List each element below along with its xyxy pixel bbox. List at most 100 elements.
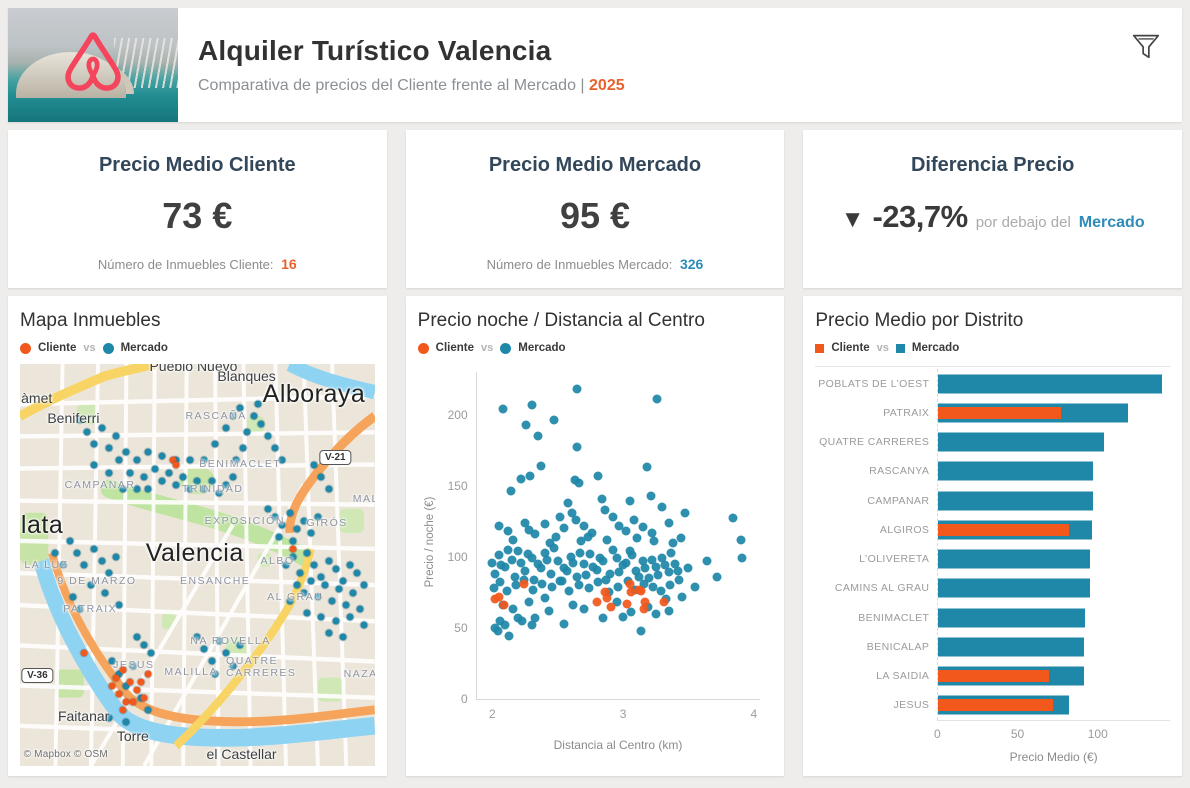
scatter-point-mercado[interactable] <box>629 515 639 525</box>
scatter-point-mercado[interactable] <box>665 580 675 590</box>
map-point-mercado[interactable] <box>208 657 215 665</box>
map-point-mercado[interactable] <box>349 589 357 597</box>
map-point-cliente[interactable] <box>115 690 123 698</box>
map-point-mercado[interactable] <box>90 461 98 468</box>
scatter-point-mercado[interactable] <box>527 620 537 630</box>
map-point-mercado[interactable] <box>254 400 262 408</box>
scatter-point-mercado[interactable] <box>584 583 594 593</box>
scatter-point-mercado[interactable] <box>517 616 527 626</box>
scatter-point-mercado[interactable] <box>557 576 567 586</box>
scatter-point-mercado[interactable] <box>587 528 597 538</box>
map-point-mercado[interactable] <box>236 404 244 412</box>
map-point-mercado[interactable] <box>264 432 272 440</box>
scatter-point-cliente[interactable] <box>592 597 602 607</box>
map-point-mercado[interactable] <box>73 549 81 557</box>
scatter-point-mercado[interactable] <box>574 478 584 488</box>
map-point-cliente[interactable] <box>144 670 152 678</box>
scatter-point-mercado[interactable] <box>639 579 649 589</box>
map-point-cliente[interactable] <box>122 698 130 706</box>
scatter-point-mercado[interactable] <box>638 556 648 566</box>
scatter-point-mercado[interactable] <box>490 569 500 579</box>
scatter-point-cliente[interactable] <box>499 600 509 610</box>
scatter-point-mercado[interactable] <box>508 535 518 545</box>
map-point-mercado[interactable] <box>98 557 106 565</box>
map-point-mercado[interactable] <box>105 444 113 452</box>
scatter-point-mercado[interactable] <box>632 533 642 543</box>
map-point-mercado[interactable] <box>286 509 294 517</box>
map-point-mercado[interactable] <box>222 649 230 657</box>
map-point-mercado[interactable] <box>310 461 318 468</box>
scatter-point-mercado[interactable] <box>563 498 573 508</box>
bar-cliente[interactable] <box>938 699 1054 712</box>
scatter-point-mercado[interactable] <box>674 575 684 585</box>
scatter-point-mercado[interactable] <box>653 570 663 580</box>
map-point-mercado[interactable] <box>193 633 201 641</box>
scatter-point-mercado[interactable] <box>644 573 654 583</box>
scatter-point-mercado[interactable] <box>668 538 678 548</box>
scatter-point-mercado[interactable] <box>516 558 526 567</box>
bar-cliente[interactable] <box>938 523 1070 536</box>
map-point-mercado[interactable] <box>165 469 173 477</box>
scatter-point-mercado[interactable] <box>524 525 534 535</box>
map-point-mercado[interactable] <box>133 633 141 641</box>
scatter-point-mercado[interactable] <box>640 563 650 573</box>
scatter-point-mercado[interactable] <box>536 461 546 471</box>
scatter-point-mercado[interactable] <box>601 575 611 585</box>
scatter-point-mercado[interactable] <box>638 522 648 532</box>
scatter-point-mercado[interactable] <box>521 420 531 430</box>
map-point-mercado[interactable] <box>303 549 311 557</box>
scatter-point-mercado[interactable] <box>608 512 618 522</box>
scatter-point-mercado[interactable] <box>572 442 582 452</box>
scatter-point-mercado[interactable] <box>503 526 513 536</box>
map-point-mercado[interactable] <box>122 682 130 690</box>
scatter-point-mercado[interactable] <box>547 582 557 592</box>
scatter-point-mercado[interactable] <box>597 494 607 504</box>
map-point-mercado[interactable] <box>90 440 98 448</box>
map-point-mercado[interactable] <box>98 424 106 432</box>
scatter-point-mercado[interactable] <box>523 549 533 559</box>
scatter-point-mercado[interactable] <box>495 577 505 587</box>
map-point-mercado[interactable] <box>335 585 343 593</box>
scatter-point-mercado[interactable] <box>579 604 589 614</box>
scatter-point-mercado[interactable] <box>673 566 683 576</box>
map-point-mercado[interactable] <box>317 573 325 581</box>
map-point-mercado[interactable] <box>193 477 201 485</box>
map-point-mercado[interactable] <box>215 489 223 497</box>
scatter-point-mercado[interactable] <box>614 521 624 531</box>
map-point-mercado[interactable] <box>211 440 219 448</box>
scatter-point-mercado[interactable] <box>572 572 582 582</box>
map-point-mercado[interactable] <box>239 444 247 452</box>
map-point-mercado[interactable] <box>307 529 315 537</box>
scatter-point-mercado[interactable] <box>579 521 589 531</box>
map-point-mercado[interactable] <box>346 561 354 569</box>
bar-mercado[interactable] <box>938 461 1094 481</box>
map-point-mercado[interactable] <box>300 517 308 525</box>
scatter-point-mercado[interactable] <box>634 572 644 582</box>
map-point-mercado[interactable] <box>133 456 141 464</box>
map-point-mercado[interactable] <box>126 469 134 477</box>
map-point-mercado[interactable] <box>87 581 95 589</box>
map-point-mercado[interactable] <box>158 452 166 460</box>
map-point-mercado[interactable] <box>200 456 208 464</box>
scatter-point-mercado[interactable] <box>540 519 550 529</box>
scatter-point-mercado[interactable] <box>608 545 618 555</box>
map-point-mercado[interactable] <box>271 513 279 521</box>
scatter-point-mercado[interactable] <box>549 415 559 425</box>
scatter-point-mercado[interactable] <box>525 471 535 481</box>
scatter-point-mercado[interactable] <box>636 626 646 636</box>
scatter-point-mercado[interactable] <box>566 552 576 562</box>
map-point-cliente[interactable] <box>126 678 134 686</box>
map-point-mercado[interactable] <box>105 714 113 722</box>
scatter-point-mercado[interactable] <box>494 550 504 560</box>
scatter-point-mercado[interactable] <box>502 586 512 596</box>
map-point-mercado[interactable] <box>66 537 74 545</box>
map-point-mercado[interactable] <box>339 577 347 585</box>
map-point-mercado[interactable] <box>278 456 286 464</box>
map-point-mercado[interactable] <box>147 649 155 657</box>
scatter-point-mercado[interactable] <box>555 512 565 522</box>
scatter-point-mercado[interactable] <box>627 550 637 560</box>
scatter-point-mercado[interactable] <box>536 563 546 573</box>
scatter-point-mercado[interactable] <box>549 543 559 553</box>
scatter-point-cliente[interactable] <box>600 587 610 597</box>
scatter-point-mercado[interactable] <box>528 585 538 595</box>
